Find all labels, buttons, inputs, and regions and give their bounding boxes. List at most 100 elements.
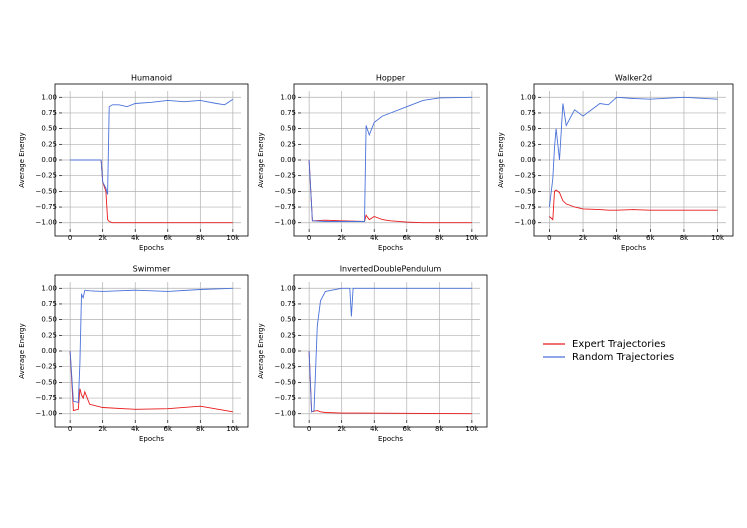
- y-tick-label: −1.00: [36, 410, 57, 418]
- y-tick-label: −0.50: [515, 187, 536, 195]
- x-tick-label: 4k: [612, 234, 621, 242]
- y-tick-label: 0.00: [41, 347, 57, 355]
- x-tick-label: 8k: [680, 234, 689, 242]
- x-axis-label: Epochs: [621, 244, 646, 252]
- y-axis-label: Average Energy: [497, 132, 505, 187]
- y-tick-label: 1.00: [280, 93, 296, 101]
- y-tick-label: 0.50: [280, 125, 296, 133]
- y-tick-label: 0.00: [41, 156, 57, 164]
- y-tick-label: 0.50: [41, 316, 57, 324]
- x-axis-label: Epochs: [139, 435, 164, 443]
- y-tick-label: −0.75: [36, 394, 57, 402]
- y-tick-label: 0.50: [280, 316, 296, 324]
- x-axis-label: Epochs: [378, 244, 403, 252]
- series-line: [308, 159, 472, 224]
- y-tick-label: 0.00: [280, 347, 296, 355]
- series-line: [70, 98, 234, 195]
- x-tick-label: 8k: [196, 234, 205, 242]
- y-tick-label: −0.75: [275, 203, 296, 211]
- y-tick-label: −1.00: [275, 219, 296, 227]
- x-tick-label: 6k: [164, 234, 173, 242]
- plot-frame: [293, 83, 488, 237]
- chart-title: Walker2d: [615, 74, 652, 83]
- y-tick-label: 0.00: [280, 156, 296, 164]
- series-line: [549, 189, 718, 221]
- y-tick-label: 1.00: [41, 93, 57, 101]
- x-tick-label: 10k: [465, 425, 479, 433]
- y-tick-label: −0.50: [36, 187, 57, 195]
- y-tick-label: 0.75: [280, 300, 296, 308]
- legend-label: Random Trajectories: [572, 352, 674, 363]
- series-line: [69, 287, 233, 403]
- x-tick-label: 4k: [131, 425, 140, 433]
- plot-frame: [54, 274, 249, 428]
- y-tick-label: −1.00: [36, 219, 57, 227]
- x-tick-label: 10k: [226, 234, 240, 242]
- y-tick-label: −0.50: [275, 378, 296, 386]
- legend: Expert Trajectories Random Trajectories: [543, 339, 674, 363]
- plot-frame: [54, 83, 249, 237]
- y-tick-label: 0.75: [41, 109, 57, 117]
- y-tick-label: −0.75: [515, 203, 536, 211]
- y-tick-label: −1.00: [275, 410, 296, 418]
- y-tick-label: 0.50: [520, 125, 536, 133]
- y-tick-label: 0.25: [520, 140, 536, 148]
- y-tick-label: 1.00: [280, 284, 296, 292]
- y-axis-label: Average Energy: [257, 323, 265, 378]
- x-tick-label: 10k: [711, 234, 725, 242]
- x-axis-label: Epochs: [378, 435, 403, 443]
- x-tick-label: 0: [307, 234, 311, 242]
- chart-title: Hopper: [376, 74, 406, 83]
- x-tick-label: 2k: [579, 234, 588, 242]
- y-tick-label: −0.75: [275, 394, 296, 402]
- y-tick-label: −0.25: [515, 172, 536, 180]
- y-axis-label: Average Energy: [18, 132, 26, 187]
- x-axis-label: Epochs: [139, 244, 164, 252]
- y-tick-label: −1.00: [515, 219, 536, 227]
- y-tick-label: −0.25: [36, 172, 57, 180]
- plot-frame: [293, 274, 488, 428]
- x-tick-label: 6k: [403, 425, 412, 433]
- x-tick-label: 8k: [435, 234, 444, 242]
- x-tick-label: 2k: [98, 425, 107, 433]
- legend-label: Expert Trajectories: [572, 339, 666, 350]
- y-tick-label: −0.75: [36, 203, 57, 211]
- x-tick-label: 0: [307, 425, 311, 433]
- y-tick-label: −0.50: [36, 378, 57, 386]
- y-tick-label: −0.25: [275, 363, 296, 371]
- y-tick-label: 0.25: [280, 140, 296, 148]
- chart-title: InvertedDoublePendulum: [340, 265, 442, 274]
- x-tick-label: 0: [547, 234, 551, 242]
- x-tick-label: 8k: [196, 425, 205, 433]
- y-tick-label: 0.75: [41, 300, 57, 308]
- y-axis-label: Average Energy: [18, 323, 26, 378]
- x-tick-label: 2k: [337, 425, 346, 433]
- series-line: [308, 96, 472, 222]
- y-tick-label: −0.50: [275, 187, 296, 195]
- x-tick-label: 0: [68, 234, 72, 242]
- y-tick-label: 0.75: [280, 109, 296, 117]
- x-tick-label: 4k: [370, 234, 379, 242]
- x-tick-label: 8k: [435, 425, 444, 433]
- x-tick-label: 6k: [403, 234, 412, 242]
- y-tick-label: 0.00: [520, 156, 536, 164]
- series-line: [69, 350, 233, 413]
- chart-title: Humanoid: [131, 74, 172, 83]
- x-tick-label: 4k: [131, 234, 140, 242]
- chart-title: Swimmer: [133, 265, 171, 274]
- y-tick-label: −0.25: [36, 363, 57, 371]
- x-tick-label: 2k: [98, 234, 107, 242]
- x-tick-label: 10k: [465, 234, 479, 242]
- y-axis-label: Average Energy: [257, 132, 265, 187]
- x-tick-label: 4k: [370, 425, 379, 433]
- y-tick-label: 1.00: [520, 93, 536, 101]
- y-tick-label: 0.25: [41, 331, 57, 339]
- y-tick-label: 1.00: [41, 284, 57, 292]
- x-tick-label: 6k: [164, 425, 173, 433]
- y-tick-label: 0.25: [280, 331, 296, 339]
- y-tick-label: −0.25: [275, 172, 296, 180]
- plot-frame: [533, 83, 734, 237]
- y-tick-label: 0.50: [41, 125, 57, 133]
- series-line: [548, 96, 718, 208]
